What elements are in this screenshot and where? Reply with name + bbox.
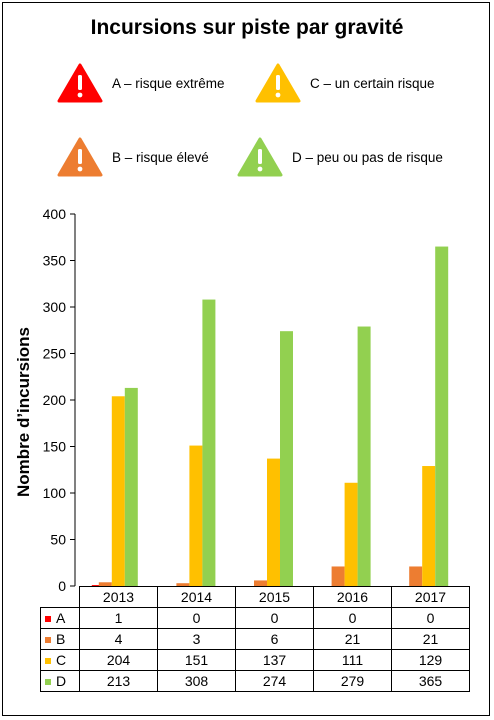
bar-a: [91, 585, 105, 586]
table-row: B 4 3 6 21 21: [40, 628, 470, 650]
y-tick-label: 400: [43, 206, 67, 222]
y-tick-label: 300: [43, 299, 67, 315]
table-row-head: D: [40, 670, 80, 692]
table-row-head: A: [40, 607, 80, 629]
legend-swatch: [45, 658, 51, 665]
table-cell: 274: [235, 670, 314, 692]
table-cell: 21: [313, 628, 392, 650]
y-tick-label: 200: [43, 392, 67, 408]
warning-icon: [255, 63, 301, 103]
y-tick-label: 350: [43, 253, 67, 269]
bar-d: [280, 331, 293, 586]
legend-label-d: D – peu ou pas de risque: [292, 149, 443, 165]
legend-swatch: [45, 616, 51, 623]
table-cell: 1: [79, 607, 158, 629]
bar-b: [176, 583, 190, 586]
data-table: 2013 2014 2015 2016 2017 A 1 0 0 0 0 B 4…: [40, 586, 470, 692]
table-row-head: B: [40, 628, 80, 650]
table-year: 2015: [235, 586, 314, 608]
warning-icon: [57, 63, 103, 103]
bar-b: [254, 580, 267, 586]
legend-swatch: [45, 679, 51, 686]
table-cell: 111: [313, 649, 392, 671]
table-row-head: C: [40, 649, 80, 671]
y-tick-label: 50: [50, 532, 66, 548]
bar-c: [267, 458, 280, 586]
legend-item-a: A – risque extrême: [56, 62, 225, 104]
y-tick-label: 250: [43, 346, 67, 362]
warning-icon: [237, 137, 283, 177]
bar-c: [111, 396, 125, 586]
table-cell: 365: [391, 670, 470, 692]
y-tick-label: 0: [58, 578, 66, 594]
table-corner: [41, 587, 80, 608]
bar-c: [422, 466, 436, 586]
table-cell: 204: [79, 649, 158, 671]
table-cell: 279: [313, 670, 392, 692]
table-row: C 204 151 137 111 129: [40, 649, 470, 671]
bar-b: [331, 566, 345, 586]
table-cell: 308: [157, 670, 236, 692]
chart-title: Incursions sur piste par gravité: [90, 16, 404, 39]
legend-item-d: D – peu ou pas de risque: [236, 136, 443, 178]
table-year: 2013: [79, 586, 158, 608]
table-cell: 129: [391, 649, 470, 671]
bar-b: [409, 566, 423, 586]
table-cell: 21: [391, 628, 470, 650]
legend-item-c: C – un certain risque: [254, 62, 435, 104]
y-tick-label: 150: [43, 439, 67, 455]
bar-c: [189, 445, 203, 586]
table-year: 2014: [157, 586, 236, 608]
legend-swatch: [45, 637, 51, 644]
bar-d: [357, 326, 371, 586]
table-cell: 0: [391, 607, 470, 629]
bar-d: [435, 246, 449, 587]
table-cell: 213: [79, 670, 158, 692]
table-cell: 151: [157, 649, 236, 671]
table-cell: 6: [235, 628, 314, 650]
bar-d: [124, 387, 138, 586]
table-cell: 3: [157, 628, 236, 650]
table-cell: 0: [235, 607, 314, 629]
table-row: D 213 308 274 279 365: [40, 670, 470, 692]
bar-c: [344, 482, 358, 586]
table-cell: 4: [79, 628, 158, 650]
legend-label-a: A – risque extrême: [112, 75, 225, 91]
table-year: 2017: [391, 586, 470, 608]
legend-item-b: B – risque élevé: [56, 136, 209, 178]
y-tick-label: 100: [43, 485, 67, 501]
warning-icon: [57, 137, 103, 177]
table-cell: 137: [235, 649, 314, 671]
legend-label-b: B – risque élevé: [112, 149, 209, 165]
legend-label-c: C – un certain risque: [310, 75, 435, 91]
table-row: A 1 0 0 0 0: [40, 607, 470, 629]
table-header-row: 2013 2014 2015 2016 2017: [41, 586, 470, 608]
bar-b: [98, 582, 112, 586]
table-cell: 0: [313, 607, 392, 629]
chart-frame: [2, 2, 490, 716]
table-cell: 0: [157, 607, 236, 629]
bar-d: [202, 299, 216, 586]
table-year: 2016: [313, 586, 392, 608]
